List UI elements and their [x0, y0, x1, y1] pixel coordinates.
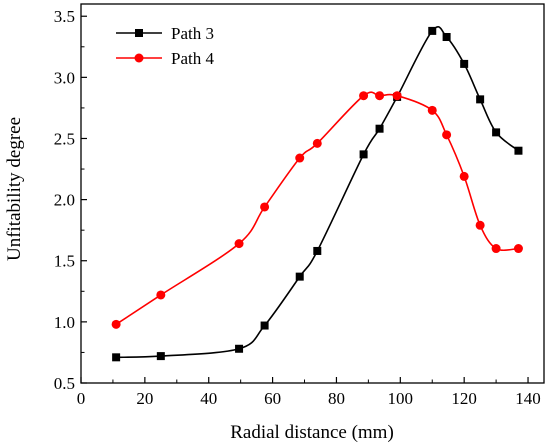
x-tick-label-1: 20	[136, 389, 153, 408]
y-tick-label-2: 1.5	[54, 252, 75, 271]
series-2-point-9	[427, 105, 437, 115]
x-axis-title: Radial distance (mm)	[230, 422, 394, 443]
series-2-point-2	[234, 239, 244, 249]
y-tick-label-4: 2.5	[54, 129, 75, 148]
legend-label-1: Path 3	[171, 24, 214, 43]
series-1	[112, 26, 523, 362]
series-1-point-14	[514, 146, 523, 155]
y-tick-label-6: 3.5	[54, 7, 75, 26]
series-2-point-14	[513, 244, 523, 254]
series-2-point-1	[156, 290, 166, 300]
chart-legend: Path 3 Path 4	[116, 24, 214, 68]
series-2-point-12	[475, 220, 485, 230]
series-2-point-7	[375, 91, 385, 101]
legend-label-2: Path 4	[171, 49, 214, 68]
series-1-point-0	[112, 353, 121, 362]
series-2-point-0	[111, 319, 121, 329]
y-axis-title: Unfitability degree	[4, 117, 25, 261]
x-tick-label-5: 100	[388, 389, 414, 408]
series-1-point-2	[235, 344, 244, 353]
x-tick-label-0: 0	[77, 389, 86, 408]
chart-series	[111, 26, 523, 362]
series-1-point-1	[156, 352, 165, 361]
series-1-point-4	[295, 272, 304, 281]
series-1-point-10	[442, 33, 451, 42]
series-1-point-13	[492, 128, 501, 137]
series-2-point-8	[392, 91, 402, 101]
y-tick-label-1: 1.0	[54, 313, 75, 332]
y-tick-label-0: 0.5	[54, 374, 75, 393]
plot-frame	[80, 3, 545, 384]
chart-axes	[80, 3, 545, 384]
series-2-point-5	[312, 138, 322, 148]
series-2	[111, 91, 523, 329]
series-1-point-12	[476, 95, 485, 104]
series-1-point-11	[460, 59, 469, 68]
y-tick-label-5: 3.0	[54, 68, 75, 87]
x-tick-label-6: 120	[451, 389, 477, 408]
legend-marker-2	[134, 53, 144, 63]
series-2-point-10	[442, 130, 452, 140]
series-1-point-3	[260, 321, 269, 330]
series-2-line	[115, 91, 519, 325]
series-1-point-7	[375, 124, 384, 133]
series-1-line	[116, 26, 519, 359]
x-tick-label-4: 80	[328, 389, 345, 408]
series-1-point-5	[313, 246, 322, 255]
series-2-point-4	[295, 153, 305, 163]
x-tick-label-3: 60	[264, 389, 281, 408]
series-1-point-6	[359, 150, 368, 159]
series-1-point-9	[428, 26, 437, 35]
y-tick-label-3: 2.0	[54, 191, 75, 210]
series-2-point-13	[491, 244, 501, 254]
series-2-point-6	[359, 91, 369, 101]
x-tick-label-2: 40	[200, 389, 217, 408]
chart-ticks: 0 20 40 60 80 100 120 140 0.5 1.0 1.5 2.0 2.5 3.0 3.5	[54, 7, 541, 408]
series-2-point-3	[260, 202, 270, 212]
legend-marker-1	[135, 29, 143, 37]
series-2-point-11	[459, 171, 469, 181]
x-tick-label-7: 140	[515, 389, 541, 408]
